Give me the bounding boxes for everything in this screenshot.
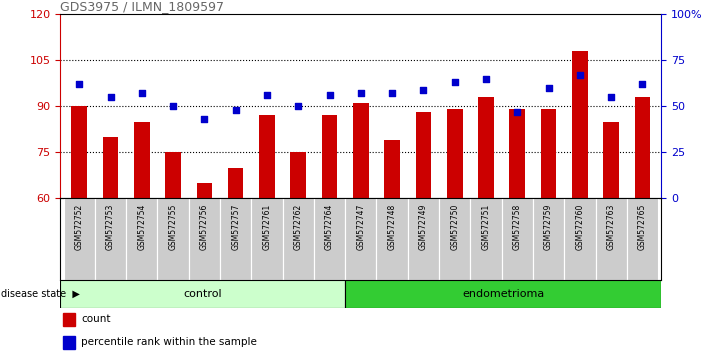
Bar bbox=[345, 198, 377, 280]
Point bbox=[230, 107, 241, 113]
Text: GSM572764: GSM572764 bbox=[325, 204, 334, 250]
Bar bbox=[63, 198, 95, 280]
Bar bbox=[228, 167, 243, 198]
Bar bbox=[596, 198, 627, 280]
Text: GSM572748: GSM572748 bbox=[387, 204, 397, 250]
Bar bbox=[165, 152, 181, 198]
Text: GSM572763: GSM572763 bbox=[606, 204, 616, 250]
Bar bbox=[565, 198, 596, 280]
Bar bbox=[134, 121, 149, 198]
Text: GSM572760: GSM572760 bbox=[575, 204, 584, 250]
Point bbox=[261, 92, 272, 98]
Bar bbox=[510, 109, 525, 198]
Bar bbox=[259, 115, 274, 198]
Text: GSM572759: GSM572759 bbox=[544, 204, 553, 250]
Point bbox=[73, 81, 85, 87]
Bar bbox=[471, 198, 502, 280]
Text: GSM572753: GSM572753 bbox=[106, 204, 115, 250]
Text: GSM572761: GSM572761 bbox=[262, 204, 272, 250]
Bar bbox=[60, 280, 345, 308]
Point bbox=[449, 79, 461, 85]
Bar bbox=[416, 112, 432, 198]
Point bbox=[543, 85, 555, 91]
Bar bbox=[157, 198, 188, 280]
Bar bbox=[71, 106, 87, 198]
Text: disease state  ▶: disease state ▶ bbox=[1, 289, 80, 299]
Point bbox=[167, 103, 178, 109]
Bar bbox=[63, 336, 75, 349]
Bar bbox=[251, 198, 282, 280]
Text: GSM572754: GSM572754 bbox=[137, 204, 146, 250]
Text: GSM572762: GSM572762 bbox=[294, 204, 303, 250]
Text: GSM572749: GSM572749 bbox=[419, 204, 428, 250]
Text: GSM572756: GSM572756 bbox=[200, 204, 209, 250]
Point bbox=[105, 94, 116, 100]
Bar bbox=[196, 183, 212, 198]
Text: control: control bbox=[183, 289, 222, 299]
Point bbox=[606, 94, 617, 100]
Bar bbox=[290, 152, 306, 198]
Text: endometrioma: endometrioma bbox=[462, 289, 544, 299]
Bar bbox=[102, 137, 118, 198]
Bar bbox=[353, 103, 369, 198]
Point bbox=[387, 91, 398, 96]
Text: count: count bbox=[82, 314, 111, 325]
Text: GSM572752: GSM572752 bbox=[75, 204, 84, 250]
Point bbox=[637, 81, 648, 87]
Text: GSM572758: GSM572758 bbox=[513, 204, 522, 250]
Text: GSM572755: GSM572755 bbox=[169, 204, 178, 250]
Text: GSM572757: GSM572757 bbox=[231, 204, 240, 250]
Bar bbox=[220, 198, 251, 280]
Bar bbox=[188, 198, 220, 280]
Point bbox=[292, 103, 304, 109]
Bar bbox=[377, 198, 408, 280]
Text: percentile rank within the sample: percentile rank within the sample bbox=[82, 337, 257, 348]
Bar bbox=[95, 198, 126, 280]
Bar bbox=[126, 198, 157, 280]
Bar bbox=[479, 97, 494, 198]
Bar bbox=[635, 97, 651, 198]
Bar bbox=[282, 198, 314, 280]
Bar bbox=[63, 313, 75, 326]
Bar bbox=[439, 198, 471, 280]
Point bbox=[198, 116, 210, 122]
Bar bbox=[502, 198, 533, 280]
Text: GSM572765: GSM572765 bbox=[638, 204, 647, 250]
Bar bbox=[321, 115, 337, 198]
Point bbox=[574, 72, 586, 78]
Point bbox=[481, 76, 492, 81]
Bar bbox=[604, 121, 619, 198]
Point bbox=[512, 109, 523, 115]
Text: GDS3975 / ILMN_1809597: GDS3975 / ILMN_1809597 bbox=[60, 0, 225, 13]
Text: GSM572751: GSM572751 bbox=[481, 204, 491, 250]
Bar bbox=[385, 140, 400, 198]
Point bbox=[324, 92, 335, 98]
Point bbox=[418, 87, 429, 92]
Bar bbox=[314, 198, 345, 280]
Bar bbox=[408, 198, 439, 280]
Bar bbox=[447, 109, 463, 198]
Point bbox=[136, 91, 147, 96]
Bar bbox=[541, 109, 557, 198]
Bar bbox=[572, 51, 588, 198]
Point bbox=[355, 91, 367, 96]
Bar bbox=[345, 280, 661, 308]
Bar bbox=[627, 198, 658, 280]
Text: GSM572747: GSM572747 bbox=[356, 204, 365, 250]
Text: GSM572750: GSM572750 bbox=[450, 204, 459, 250]
Bar bbox=[533, 198, 565, 280]
